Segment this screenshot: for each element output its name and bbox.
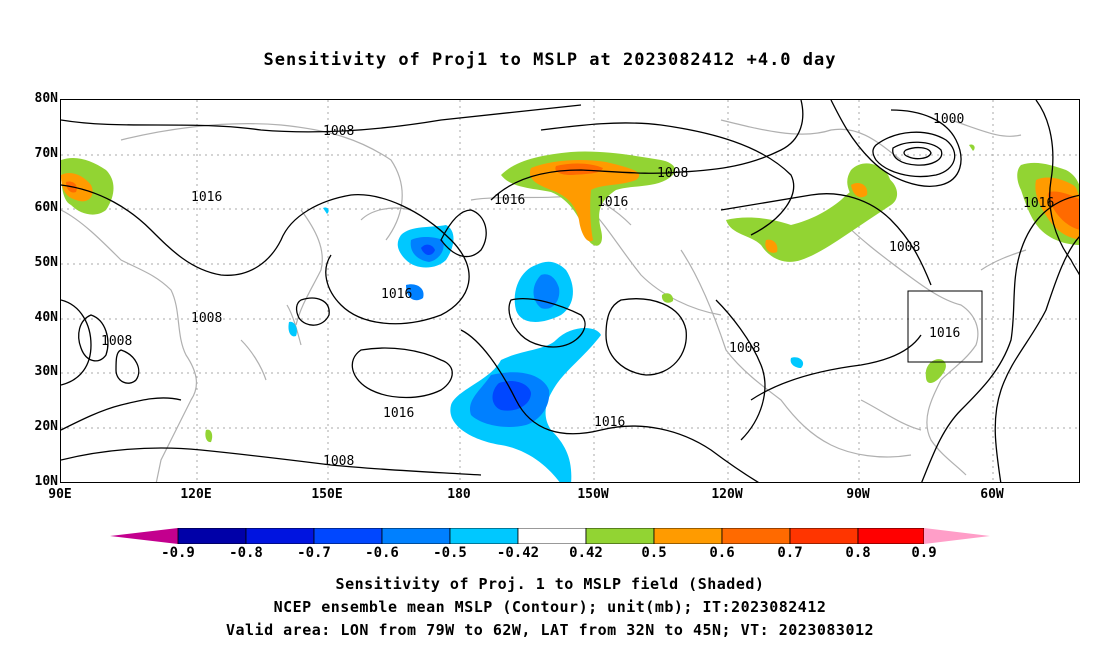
colorbar-label: 0.9 [911,545,937,561]
colorbar-label: 0.8 [845,545,871,561]
contour-label: 1008 [101,334,132,349]
colorbar-label: 0.7 [777,545,803,561]
contour-label: 1016 [597,195,628,210]
lon-label-150w: 150W [577,487,609,502]
caption-line-1: Sensitivity of Proj. 1 to MSLP field (Sh… [335,575,765,593]
contour-label: 1016 [191,190,222,205]
colorbar-swatch [585,528,655,544]
colorbar-swatch [721,528,791,544]
colorbar-swatch [789,528,859,544]
lat-label-10n: 10N [34,474,58,489]
colorbar-label: -0.9 [161,545,195,561]
contour-label: 1008 [323,124,354,139]
lat-label-30n: 30N [34,364,58,379]
colorbar-swatch [110,528,178,544]
colorbar-label: 0.5 [641,545,667,561]
colorbar-swatch [653,528,723,544]
lon-label-90w: 90W [846,487,870,502]
sensitivity-positive [61,144,1079,443]
colorbar-label: -0.5 [433,545,467,561]
contour-label: 1016 [381,287,412,302]
colorbar-swatch [857,528,925,544]
gridlines [61,100,1079,482]
contour-label: 1016 [383,406,414,421]
contour-label: 1016 [929,326,960,341]
lat-label-50n: 50N [34,255,58,270]
contour-labels: 1008 1016 1008 1008 1016 1016 1008 1000 … [101,112,1054,469]
contour-label: 1000 [933,112,964,127]
colorbar-label: 0.6 [709,545,735,561]
colorbar-swatch [381,528,451,544]
contour-label: 1016 [1023,196,1054,211]
lon-label-150e: 150E [311,487,343,502]
colorbar-swatch [517,528,587,544]
lat-label-40n: 40N [34,310,58,325]
caption-line-3: Valid area: LON from 79W to 62W, LAT fro… [225,621,875,639]
contour-label: 1016 [594,415,625,430]
colorbar-label: -0.8 [229,545,263,561]
colorbar-swatch [924,528,990,544]
contour-label: 1008 [657,166,688,181]
colorbar-label: -0.6 [365,545,399,561]
colorbar [110,528,990,544]
map-title: Sensitivity of Proj1 to MSLP at 20230824… [263,50,837,70]
contour-label: 1008 [729,341,760,356]
lon-label-120w: 120W [711,487,743,502]
map-panel: 1008 1016 1008 1008 1016 1016 1008 1000 … [60,99,1080,483]
lat-label-80n: 80N [34,91,58,106]
coastlines [61,119,1027,482]
colorbar-label: -0.7 [297,545,331,561]
lat-label-60n: 60N [34,200,58,215]
lon-label-120e: 120E [180,487,212,502]
lon-label-180: 180 [447,487,471,502]
colorbar-swatch [177,528,247,544]
contour-label: 1008 [323,454,354,469]
lon-label-60w: 60W [980,487,1004,502]
colorbar-swatch [449,528,519,544]
map-canvas: 1008 1016 1008 1008 1016 1016 1008 1000 … [61,100,1079,482]
mslp-contours [61,100,1079,482]
sensitivity-negative [288,207,804,482]
contour-label: 1008 [191,311,222,326]
lat-label-20n: 20N [34,419,58,434]
colorbar-label: -0.42 [496,545,540,561]
colorbar-swatch [313,528,383,544]
colorbar-label: 0.42 [569,545,603,561]
contour-label: 1016 [494,193,525,208]
contour-label: 1008 [889,240,920,255]
valid-area-box [907,290,983,363]
lon-label-90e: 90E [48,487,72,502]
caption-line-2: NCEP ensemble mean MSLP (Contour); unit(… [273,598,827,616]
lat-label-70n: 70N [34,146,58,161]
colorbar-swatch [245,528,315,544]
